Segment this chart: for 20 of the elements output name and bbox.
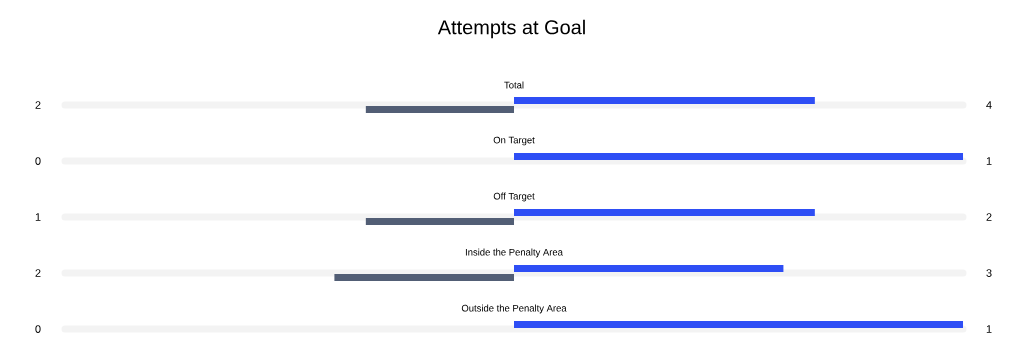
bar — [514, 265, 784, 272]
chart-title: Attempts at Goal — [437, 19, 585, 39]
text: 1 — [35, 213, 41, 221]
y-tick-label: Outside the Penalty Area — [461, 304, 567, 314]
text: 4 — [986, 101, 992, 109]
bar — [365, 218, 515, 225]
text: 0 — [35, 325, 41, 333]
bar — [365, 106, 515, 113]
text: 1 — [986, 157, 992, 165]
y-tick-label: Off Target — [493, 192, 535, 202]
text: 2 — [35, 269, 41, 277]
y-tick-label: Total — [504, 81, 524, 89]
y-tick-label: Inside the Penalty Area — [465, 248, 563, 258]
y-tick-label: On Target — [493, 136, 535, 146]
text: 3 — [986, 269, 992, 277]
text: 2 — [35, 101, 41, 109]
bar — [334, 274, 515, 281]
text: 1 — [986, 325, 992, 333]
text: 0 — [35, 157, 41, 165]
text: 2 — [986, 213, 992, 221]
